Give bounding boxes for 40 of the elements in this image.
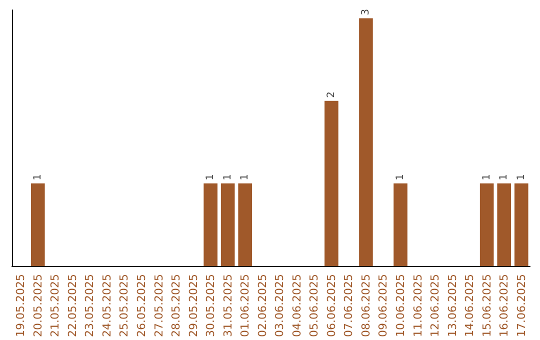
x-tick-label: 29.05.2025 [186,274,200,338]
x-tick-label: 15.06.2025 [480,274,494,338]
x-tick-label: 19.05.2025 [14,274,28,338]
x-tick-label: 08.06.2025 [359,274,372,338]
x-tick-label: 06.06.2025 [324,274,338,338]
x-tick-label: 05.06.2025 [308,274,321,338]
x-tick-label: 13.06.2025 [446,274,459,338]
data-label: 1 [516,174,527,180]
x-tick-label: 02.06.2025 [256,274,269,338]
x-tick-label: 10.06.2025 [394,274,407,338]
x-tick-label: 17.06.2025 [514,274,528,338]
x-tick-label: 09.06.2025 [376,274,390,338]
data-label: 1 [222,174,234,180]
x-tick-label: 14.06.2025 [463,274,476,338]
x-tick-label: 01.06.2025 [238,274,252,338]
x-tick-label: 31.05.2025 [221,274,234,338]
x-tick-label: 16.06.2025 [498,274,511,338]
x-tick-label: 20.05.2025 [31,274,44,338]
x-tick-label: 28.05.2025 [170,274,183,338]
x-tick-label: 27.05.2025 [152,274,166,338]
x-tick-label: 25.05.2025 [118,274,131,338]
x-tick-label: 04.06.2025 [290,274,304,338]
x-tick-label: 26.05.2025 [135,274,148,338]
data-label: 2 [326,91,337,98]
x-tick-label: 12.06.2025 [428,274,442,338]
x-tick-label: 23.05.2025 [83,274,96,338]
data-label: 3 [360,8,372,16]
x-tick-label: 21.05.2025 [48,274,62,338]
x-tick-label: 03.06.2025 [273,274,286,338]
data-label: 1 [498,174,510,180]
data-label: 1 [481,174,492,180]
x-tick-label: 30.05.2025 [204,274,218,338]
data-label: 1 [395,174,406,180]
x-tick-label: 11.06.2025 [411,274,424,338]
data-label: 1 [240,174,251,180]
x-tick-label: 07.06.2025 [342,274,356,338]
data-label: 1 [32,174,44,180]
data-label: 1 [205,174,216,180]
x-tick-label: 22.05.2025 [66,274,79,338]
x-tick-label: 24.05.2025 [100,274,114,338]
